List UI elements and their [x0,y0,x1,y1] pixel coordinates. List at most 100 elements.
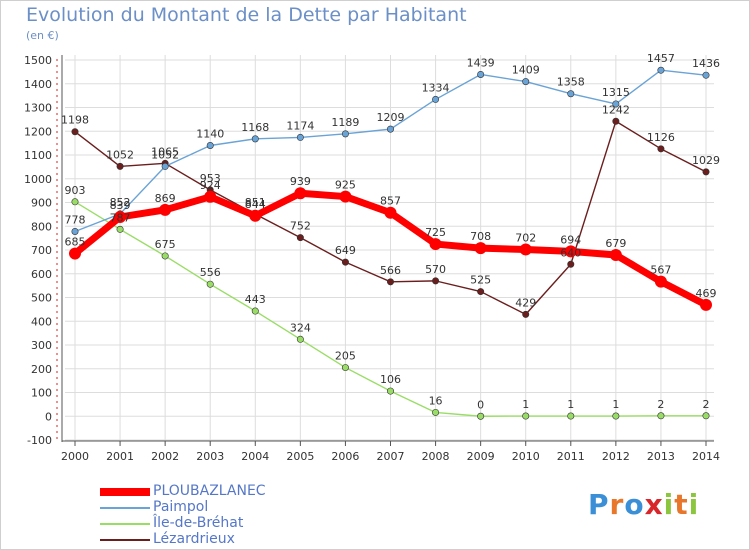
series-lines [69,66,712,420]
series-0-point [474,242,487,255]
series-0-point [294,187,307,200]
series-2-point [71,198,79,206]
series-2-point [341,364,349,372]
data-label: 443 [245,293,266,306]
data-label: 1436 [692,57,720,70]
x-tick-label: 2000 [61,450,89,463]
series-0-point [564,245,577,258]
series-0-point [69,247,81,260]
data-label: 1315 [602,86,630,99]
data-label: 694 [560,233,581,246]
data-label: 685 [65,236,86,249]
series-2-point [657,412,665,420]
legend-label: Lézardrieux [153,531,235,547]
data-label: 778 [65,213,86,226]
data-label: 1052 [151,148,179,161]
y-tick-label: 800 [31,220,52,233]
x-tick-label: 2007 [377,450,405,463]
series-1-point [477,70,485,78]
series-3-point [386,278,394,286]
y-tick-label: 1100 [24,149,52,162]
data-label: 1168 [241,121,269,134]
series-0-point [114,210,127,223]
x-tick-label: 2001 [106,450,134,463]
data-label: 469 [696,287,717,300]
series-1-point [657,66,665,74]
series-1-point [161,162,169,170]
legend-label: PLOUBAZLANEC [153,483,266,499]
y-tick-label: 1200 [24,125,52,138]
chart-title: Evolution du Montant de la Dette par Hab… [26,4,467,26]
data-label: 570 [425,263,446,276]
series-0-point [519,243,532,256]
data-label: 925 [335,179,356,192]
series-2-point [477,412,485,420]
series-1-point [296,133,304,141]
data-label: 2 [657,398,664,411]
proxiti-logo: Proxiti [588,488,699,521]
x-tick-label: 2013 [647,450,675,463]
series-1-point [702,71,710,79]
legend-swatch [100,488,150,496]
data-label: 1126 [647,131,675,144]
y-tick-label: 1400 [24,78,52,91]
data-label: 1 [522,398,529,411]
data-label: 852 [110,196,131,209]
y-tick-label: 700 [31,244,52,257]
series-1-point [612,100,620,108]
data-label: 857 [380,195,401,208]
data-label: 429 [515,296,536,309]
series-0-point [384,206,397,219]
data-label: 953 [200,172,221,185]
x-tick-label: 2010 [512,450,540,463]
series-0-point [339,190,352,203]
series-2-point [161,252,169,260]
x-tick-label: 2005 [286,450,314,463]
data-label: 702 [515,232,536,245]
series-0-point [654,275,667,288]
legend-label: Île-de-Bréhat [153,515,244,531]
series-2-point [612,412,620,420]
data-label: 525 [470,274,491,287]
data-label: 787 [110,211,131,224]
data-label: 566 [380,264,401,277]
logo-letter: t [674,488,689,521]
legend-label: Paimpol [153,499,209,515]
data-label: 1209 [377,111,405,124]
x-tick-label: 2009 [467,450,495,463]
y-tick-label: 1500 [24,54,52,67]
x-tick-label: 2012 [602,450,630,463]
data-label: 106 [380,373,401,386]
series-0-point [159,203,172,216]
x-tick-label: 2011 [557,450,585,463]
series-3-point [657,145,665,153]
y-tick-label: 500 [31,292,52,305]
data-label: 1 [612,398,619,411]
grid-lines [65,55,714,444]
data-label: 649 [335,244,356,257]
data-label: 1198 [61,114,89,127]
x-tick-label: 2008 [422,450,450,463]
series-1-point [341,130,349,138]
data-label: 839 [110,199,131,212]
data-label: 2 [703,398,710,411]
data-label: 869 [155,192,176,205]
data-label: 640 [560,246,581,259]
data-label: 1052 [106,148,134,161]
series-1-point [71,227,79,235]
data-label: 851 [245,196,266,209]
data-label: 725 [425,226,446,239]
series-2-point [522,412,530,420]
y-tick-label: 1000 [24,173,52,186]
data-label: 1174 [286,119,314,132]
data-label: 1065 [151,145,179,158]
x-tick-label: 2006 [331,450,359,463]
data-label: 1409 [512,64,540,77]
series-0-point [429,238,442,251]
data-label: 752 [290,220,311,233]
data-labels: 685 839 869 924 844 939 925 857 725 708 702 694 679 5… [61,52,720,411]
logo-letter: o [624,488,645,521]
data-label: 1439 [467,56,495,69]
series-1-point [432,95,440,103]
data-label: 1242 [602,103,630,116]
